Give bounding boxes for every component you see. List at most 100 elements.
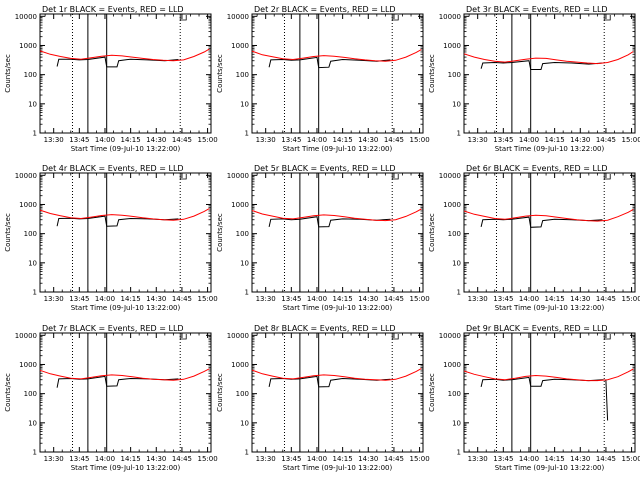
x-tick-label: 13:30 [256, 136, 276, 144]
y-tick-label: 10 [452, 100, 461, 108]
plot-frame [39, 332, 212, 453]
x-tick-label: 14:00 [95, 455, 115, 463]
lld-series-line [39, 368, 210, 381]
y-tick-label: 10 [28, 259, 37, 267]
y-tick-label: 10000 [15, 13, 37, 21]
lld-series-line [251, 208, 422, 222]
x-tick-label: 13:45 [281, 295, 301, 303]
x-tick-label: 14:45 [384, 136, 404, 144]
y-tick-label: 10000 [439, 332, 461, 340]
x-tick-label: 14:30 [146, 136, 166, 144]
x-axis-label: Start Time (09-Jul-10 13:22:00) [283, 464, 393, 472]
saa-bracket-mark [391, 174, 399, 180]
y-tick-label: 10000 [15, 332, 37, 340]
chart-title: Det 9r BLACK = Events, RED = LLD [466, 324, 608, 333]
chart-title: Det 4r BLACK = Events, RED = LLD [42, 164, 184, 173]
x-tick-label: 14:45 [172, 455, 192, 463]
x-tick-label: 14:00 [519, 455, 539, 463]
x-tick-label: 14:00 [307, 455, 327, 463]
x-tick-label: 15:00 [621, 295, 640, 303]
y-axis-label: Counts/sec [4, 213, 12, 252]
y-tick-label: 1000 [443, 201, 461, 209]
y-tick-label: 10000 [439, 172, 461, 180]
plot-frame [251, 332, 424, 453]
saa-bracket-mark [603, 174, 611, 180]
x-tick-label: 14:15 [121, 455, 141, 463]
y-tick-label: 1 [245, 130, 249, 138]
y-tick-label: 10000 [227, 172, 249, 180]
lld-series-line [463, 208, 634, 222]
x-tick-label: 13:45 [69, 295, 89, 303]
y-axis-label: Counts/sec [4, 54, 12, 93]
saa-bracket-mark [391, 15, 399, 21]
x-tick-label: 14:45 [384, 455, 404, 463]
x-tick-label: 15:00 [621, 455, 640, 463]
x-tick-label: 15:00 [621, 136, 640, 144]
y-axis-label: Counts/sec [428, 54, 436, 93]
y-tick-label: 1000 [19, 42, 37, 50]
y-tick-label: 10 [240, 100, 249, 108]
y-tick-label: 1 [33, 449, 37, 457]
x-tick-label: 15:00 [197, 455, 217, 463]
y-tick-label: 1000 [19, 201, 37, 209]
x-tick-label: 14:15 [545, 295, 565, 303]
x-tick-label: 13:30 [468, 455, 488, 463]
y-tick-label: 100 [24, 230, 37, 238]
y-tick-label: 1000 [443, 361, 461, 369]
y-tick-label: 100 [24, 390, 37, 398]
x-tick-label: 14:00 [519, 295, 539, 303]
x-tick-label: 14:00 [307, 136, 327, 144]
x-tick-label: 14:30 [146, 295, 166, 303]
y-tick-label: 10 [28, 419, 37, 427]
x-tick-label: 14:15 [121, 136, 141, 144]
x-tick-label: 14:15 [333, 295, 353, 303]
saa-bracket-mark [179, 334, 187, 340]
y-tick-label: 100 [448, 71, 461, 79]
x-axis-label: Start Time (09-Jul-10 13:22:00) [71, 145, 181, 153]
saa-bracket-mark [603, 15, 611, 21]
y-axis-label: Counts/sec [216, 373, 224, 412]
chart-panel-2: Det 2r BLACK = Events, RED = LLD 1 10 100 10… [216, 5, 430, 153]
x-tick-label: 15:00 [197, 136, 217, 144]
y-tick-label: 10 [240, 259, 249, 267]
x-tick-label: 14:30 [358, 295, 378, 303]
plot-frame [463, 172, 636, 293]
x-axis-label: Start Time (09-Jul-10 13:22:00) [495, 304, 605, 312]
chart-title: Det 8r BLACK = Events, RED = LLD [254, 324, 396, 333]
y-axis-label: Counts/sec [216, 213, 224, 252]
y-tick-label: 1 [457, 130, 461, 138]
events-series-line [480, 216, 603, 228]
x-tick-label: 13:45 [493, 136, 513, 144]
y-tick-label: 10 [452, 419, 461, 427]
saa-bracket-mark [603, 334, 611, 340]
x-tick-label: 15:00 [409, 136, 429, 144]
x-tick-label: 13:30 [256, 295, 276, 303]
chart-title: Det 7r BLACK = Events, RED = LLD [42, 324, 184, 333]
chart-panel-7: Det 7r BLACK = Events, RED = LLD 1 10 100 10… [4, 324, 218, 472]
chart-panel-9: Det 9r BLACK = Events, RED = LLD 1 10 100 10… [428, 324, 640, 472]
x-tick-label: 14:15 [333, 136, 353, 144]
x-axis-label: Start Time (09-Jul-10 13:22:00) [71, 304, 181, 312]
y-tick-label: 10000 [227, 332, 249, 340]
plot-frame [251, 13, 424, 134]
chart-title: Det 6r BLACK = Events, RED = LLD [466, 164, 608, 173]
x-tick-label: 13:45 [493, 295, 513, 303]
x-axis-label: Start Time (09-Jul-10 13:22:00) [71, 464, 181, 472]
saa-bracket-mark [179, 174, 187, 180]
x-tick-label: 15:00 [197, 295, 217, 303]
x-tick-label: 14:00 [519, 136, 539, 144]
x-tick-label: 13:45 [69, 455, 89, 463]
lld-series-line [251, 368, 422, 381]
x-tick-label: 14:30 [570, 136, 590, 144]
x-tick-label: 14:45 [596, 136, 616, 144]
plot-frame [463, 332, 636, 453]
y-tick-label: 100 [236, 390, 249, 398]
lld-series-line [39, 208, 210, 221]
events-series-line [268, 56, 391, 69]
chart-title: Det 5r BLACK = Events, RED = LLD [254, 164, 396, 173]
x-tick-label: 13:30 [468, 136, 488, 144]
x-tick-label: 13:30 [44, 295, 64, 303]
y-tick-label: 1000 [443, 42, 461, 50]
x-tick-label: 14:45 [172, 136, 192, 144]
events-series-line [268, 216, 391, 228]
